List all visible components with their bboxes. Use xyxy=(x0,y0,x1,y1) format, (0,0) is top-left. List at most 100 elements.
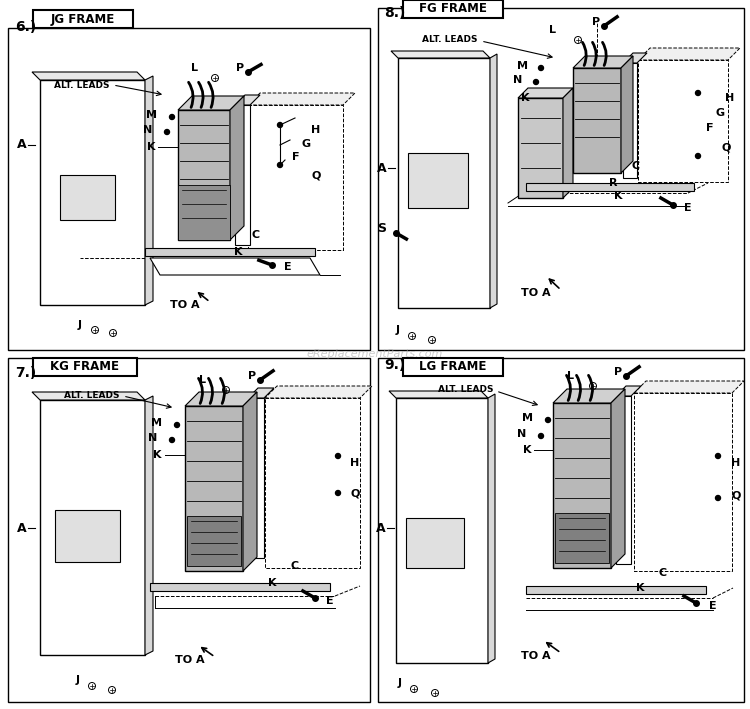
Text: N: N xyxy=(513,75,522,85)
Text: C: C xyxy=(252,230,260,240)
Polygon shape xyxy=(621,56,633,173)
Text: E: E xyxy=(326,596,334,606)
Polygon shape xyxy=(145,76,153,305)
Text: L: L xyxy=(550,25,556,35)
Polygon shape xyxy=(187,516,241,566)
Polygon shape xyxy=(553,389,625,403)
Polygon shape xyxy=(185,406,243,571)
Polygon shape xyxy=(150,258,320,275)
Text: A: A xyxy=(376,522,386,535)
Text: K: K xyxy=(234,247,242,257)
Text: Q: Q xyxy=(311,170,321,180)
Text: 7.): 7.) xyxy=(15,366,36,380)
Polygon shape xyxy=(638,48,740,60)
Polygon shape xyxy=(40,80,145,305)
Bar xyxy=(33,10,133,28)
Polygon shape xyxy=(638,60,728,182)
Polygon shape xyxy=(616,396,631,564)
Text: P: P xyxy=(248,371,256,381)
Text: M: M xyxy=(517,61,528,71)
Polygon shape xyxy=(248,398,264,558)
Polygon shape xyxy=(248,388,274,398)
Text: G: G xyxy=(302,139,310,149)
Text: L: L xyxy=(191,63,199,73)
Polygon shape xyxy=(553,403,611,568)
Polygon shape xyxy=(389,391,488,398)
Text: N: N xyxy=(517,429,526,439)
Polygon shape xyxy=(265,398,360,568)
Circle shape xyxy=(695,91,700,96)
Text: J: J xyxy=(78,320,82,330)
Text: M: M xyxy=(151,418,162,428)
Polygon shape xyxy=(573,56,633,68)
Text: J: J xyxy=(396,325,400,335)
Bar xyxy=(145,248,315,256)
Text: P: P xyxy=(592,17,600,27)
Polygon shape xyxy=(32,392,145,400)
Circle shape xyxy=(695,154,700,159)
Bar xyxy=(378,8,744,350)
Polygon shape xyxy=(178,96,244,110)
Polygon shape xyxy=(518,98,563,198)
Text: P: P xyxy=(236,63,244,73)
Text: TO A: TO A xyxy=(521,288,550,298)
Text: L: L xyxy=(200,375,206,385)
Text: K: K xyxy=(523,445,531,455)
Bar xyxy=(55,510,120,562)
Text: L: L xyxy=(566,371,574,381)
Text: N: N xyxy=(142,125,152,135)
Text: 6.): 6.) xyxy=(15,20,36,34)
Text: KG FRAME: KG FRAME xyxy=(50,360,119,374)
Circle shape xyxy=(175,423,179,428)
Text: F: F xyxy=(292,152,300,162)
Text: ALT. LEADS: ALT. LEADS xyxy=(55,81,110,89)
Text: TO A: TO A xyxy=(176,655,205,665)
Text: Q: Q xyxy=(722,143,730,153)
Circle shape xyxy=(278,162,283,167)
Bar xyxy=(403,358,503,376)
Polygon shape xyxy=(235,95,260,105)
Text: E: E xyxy=(684,203,692,213)
Polygon shape xyxy=(248,105,343,250)
Text: C: C xyxy=(291,561,299,571)
Bar xyxy=(8,358,370,702)
Text: R: R xyxy=(609,178,617,188)
Bar xyxy=(378,358,744,702)
Text: K: K xyxy=(154,450,162,460)
Text: K: K xyxy=(146,142,155,152)
Text: E: E xyxy=(710,601,717,611)
Text: A: A xyxy=(17,138,27,152)
Circle shape xyxy=(545,418,550,423)
Circle shape xyxy=(538,433,544,438)
Polygon shape xyxy=(230,96,244,240)
Polygon shape xyxy=(248,93,355,105)
Polygon shape xyxy=(555,513,609,563)
Text: J: J xyxy=(398,678,402,688)
Polygon shape xyxy=(634,381,744,393)
Polygon shape xyxy=(611,389,625,568)
Bar xyxy=(150,583,330,591)
Polygon shape xyxy=(265,386,372,398)
Circle shape xyxy=(538,65,544,70)
Text: P: P xyxy=(614,367,622,377)
Text: LG FRAME: LG FRAME xyxy=(419,360,487,374)
Bar xyxy=(33,358,137,376)
Circle shape xyxy=(533,79,538,84)
Text: eReplacementParts.com: eReplacementParts.com xyxy=(307,349,443,359)
Polygon shape xyxy=(488,394,495,663)
Text: H: H xyxy=(350,458,360,468)
Text: C: C xyxy=(632,161,640,171)
Polygon shape xyxy=(490,54,497,308)
Circle shape xyxy=(170,437,175,442)
Text: ALT. LEADS: ALT. LEADS xyxy=(422,35,478,45)
Text: TO A: TO A xyxy=(170,300,200,310)
Polygon shape xyxy=(573,68,621,173)
Polygon shape xyxy=(623,53,647,63)
Text: A: A xyxy=(377,162,387,174)
Circle shape xyxy=(170,114,175,120)
Text: C: C xyxy=(659,568,667,578)
Text: ALT. LEADS: ALT. LEADS xyxy=(437,386,493,394)
Polygon shape xyxy=(634,393,732,571)
Bar xyxy=(526,586,706,594)
Text: M: M xyxy=(522,413,533,423)
